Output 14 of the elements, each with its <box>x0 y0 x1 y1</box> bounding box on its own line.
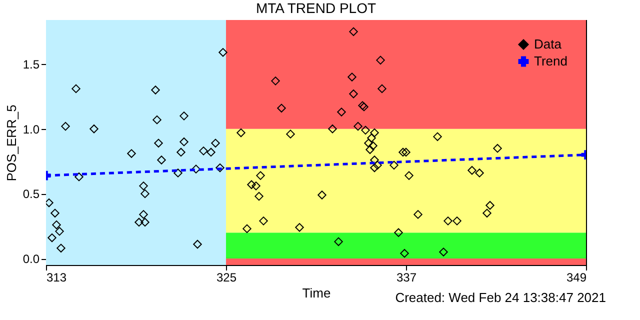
x-tick-label: 325 <box>216 270 237 284</box>
y-tick-label: 0.5 <box>22 187 40 202</box>
chart-title: MTA TREND PLOT <box>256 0 376 16</box>
y-tick-label: 1.0 <box>22 122 40 136</box>
x-tick-label: 349 <box>566 270 587 284</box>
x-tick-label: 313 <box>46 270 67 284</box>
x-tick-label: 337 <box>396 270 417 284</box>
y-axis-title: POS_ERR_5 <box>4 104 19 182</box>
y-tick-label: 1.5 <box>22 58 40 72</box>
text: Created: Wed Feb 24 13:38:47 2021 <box>395 290 606 305</box>
legend-label: Trend <box>534 54 568 68</box>
legend-label: Data <box>534 36 562 52</box>
y-tick-label: 0.0 <box>22 252 40 266</box>
x-axis-title: Time <box>302 286 331 300</box>
